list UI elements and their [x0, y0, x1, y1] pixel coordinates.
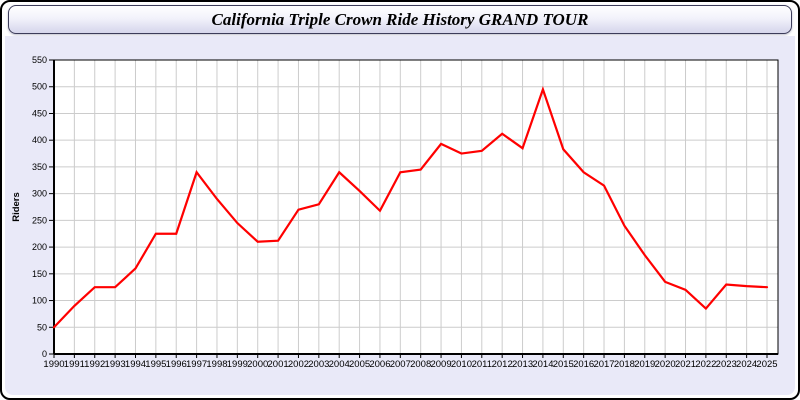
x-tick-label: 2003	[308, 359, 329, 370]
x-tick-label: 2010	[451, 359, 472, 370]
x-tick-label: 1996	[166, 359, 187, 370]
plot-area	[54, 60, 778, 354]
x-tick-label: 1999	[227, 359, 248, 370]
y-tick-label: 300	[32, 189, 47, 199]
x-tick-label: 2020	[655, 359, 676, 370]
riders-series-line	[52, 86, 769, 329]
x-tick-label: 2012	[492, 359, 513, 370]
x-tick-label: 2002	[288, 359, 309, 370]
x-tick-label: 2024	[736, 359, 757, 370]
x-tick-label: 2004	[329, 359, 350, 370]
x-tick-label: 2000	[247, 359, 268, 370]
chart-title: California Triple Crown Ride History GRA…	[211, 10, 589, 29]
x-tick-label: 2009	[430, 359, 451, 370]
y-tick-label: 50	[37, 322, 47, 332]
x-tick-label: 2017	[593, 359, 614, 370]
x-tick-label: 2023	[716, 359, 737, 370]
x-tick-label: 1997	[186, 359, 207, 370]
gridlines	[54, 59, 778, 354]
y-tick-label: 250	[32, 215, 47, 225]
y-tick-label: 200	[32, 242, 47, 252]
y-tick-label: 450	[32, 108, 47, 118]
x-tick-label: 2015	[553, 359, 574, 370]
y-tick-label: 150	[32, 269, 47, 279]
x-tick-label: 2006	[369, 359, 390, 370]
y-tick-label: 500	[32, 82, 47, 92]
y-tick-label: 350	[32, 162, 47, 172]
x-tick-label: 1995	[145, 359, 166, 370]
title-bar: California Triple Crown Ride History GRA…	[8, 5, 792, 34]
y-tick-label: 100	[32, 296, 47, 306]
x-tick-label: 2022	[695, 359, 716, 370]
y-tick-label: 550	[32, 55, 47, 65]
x-tick-label: 1998	[206, 359, 227, 370]
y-axis-ticks: 0 50 100 150 200 250 300 350 400 450 500 550	[32, 55, 54, 359]
x-tick-label: 1991	[64, 359, 85, 370]
x-tick-label: 1992	[84, 359, 105, 370]
x-tick-label: 1993	[105, 359, 126, 370]
y-axis-title: Riders	[11, 192, 22, 222]
x-tick-label: 1994	[125, 359, 146, 370]
x-tick-label: 2005	[349, 359, 370, 370]
x-tick-label: 2007	[390, 359, 411, 370]
x-tick-label: 2019	[634, 359, 655, 370]
x-axis-ticks: 1990 1991 1992 1993 1994 1995 1996 1997 1998 1999…	[43, 354, 778, 370]
x-tick-label: 1990	[43, 359, 64, 370]
x-tick-label: 2011	[472, 359, 492, 370]
x-tick-label: 2021	[675, 359, 696, 370]
x-tick-label: 2008	[410, 359, 431, 370]
x-tick-label: 2025	[756, 359, 777, 370]
axes	[53, 60, 778, 355]
y-tick-label: 0	[42, 349, 47, 359]
x-tick-label: 2014	[532, 359, 553, 370]
x-tick-label: 2013	[512, 359, 533, 370]
x-tick-label: 2018	[614, 359, 635, 370]
x-tick-label: 2001	[268, 359, 289, 370]
x-tick-label: 2016	[573, 359, 594, 370]
y-tick-label: 400	[32, 135, 47, 145]
